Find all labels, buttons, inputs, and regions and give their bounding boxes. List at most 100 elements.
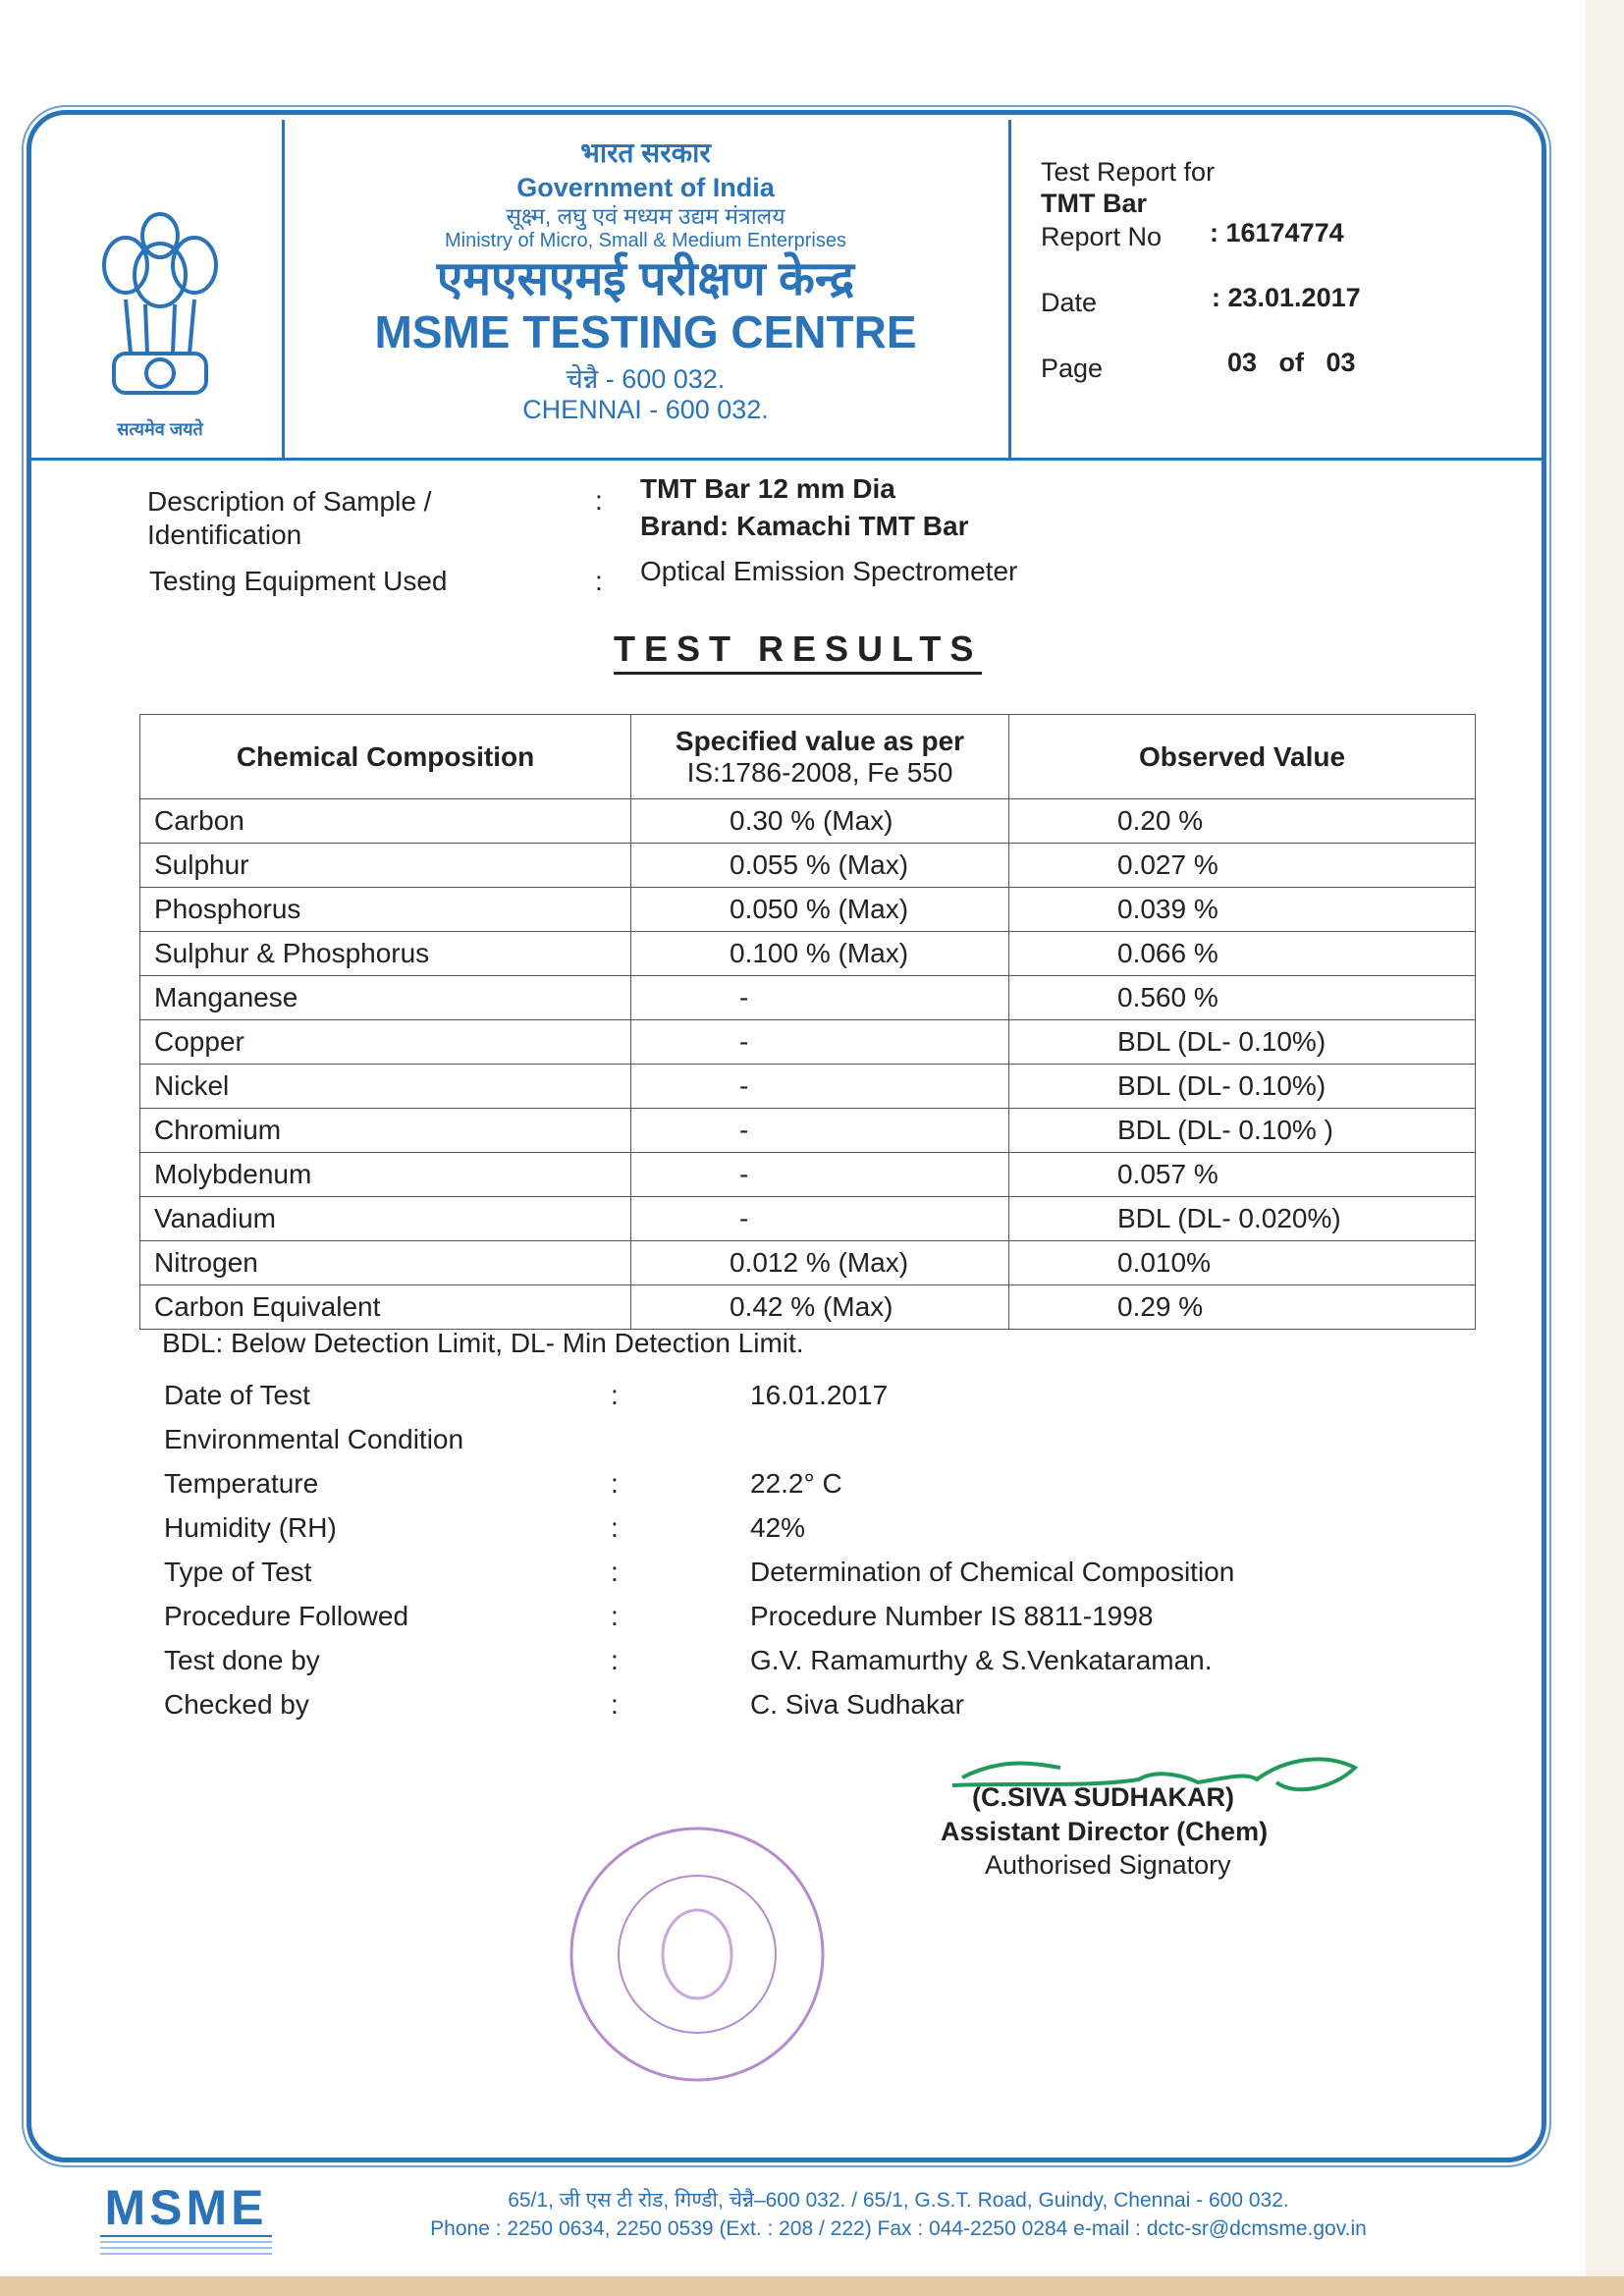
sample-value: TMT Bar 12 mm Dia <box>640 473 895 504</box>
logo-tagline <box>100 2235 272 2259</box>
signatory-title: Assistant Director (Chem) <box>941 1817 1269 1846</box>
table-row: Carbon Equivalent 0.42 % (Max) 0.29 % <box>139 1285 1476 1330</box>
observed-cell: BDL (DL- 0.10% ) <box>1008 1108 1476 1153</box>
composition-cell: Nitrogen <box>139 1240 631 1285</box>
info-label: Date of Test <box>164 1380 310 1410</box>
equipment-value: Optical Emission Spectrometer <box>640 556 1018 586</box>
page-edge <box>1586 0 1624 2296</box>
sample-label: Description of Sample / Identification <box>147 486 432 550</box>
colon: : <box>611 1380 619 1410</box>
lion-capital-icon <box>102 212 218 395</box>
info-value: G.V. Ramamurthy & S.Venkataraman. <box>750 1645 1213 1675</box>
hindi-gov: भारत सरकार <box>580 137 711 168</box>
composition-cell: Sulphur <box>139 843 631 888</box>
official-stamp <box>569 1827 825 2082</box>
colon: : <box>611 1512 619 1543</box>
table-row: Molybdenum -0.057 % <box>139 1152 1476 1197</box>
equipment-label: Testing Equipment Used <box>149 566 448 596</box>
ministry: Ministry of Micro, Small & Medium Enterp… <box>445 229 846 251</box>
table-row: Manganese -0.560 % <box>139 975 1476 1020</box>
info-value: 16.01.2017 <box>750 1380 889 1410</box>
hindi-city: चेन्नै - 600 032. <box>566 363 726 394</box>
city: CHENNAI - 600 032. <box>522 394 769 424</box>
sample-brand: Brand: Kamachi TMT Bar <box>640 511 969 541</box>
specified-cell: - <box>630 1152 1009 1197</box>
specified-cell: - <box>630 1019 1009 1065</box>
header-specified-line2: IS:1786-2008, Fe 550 <box>686 756 953 788</box>
info-label: Humidity (RH) <box>164 1512 337 1543</box>
footer-contact: Phone : 2250 0634, 2250 0539 (Ext. : 208… <box>430 2217 1367 2240</box>
info-value: 22.2° C <box>750 1468 842 1499</box>
hindi-ministry: सूक्ष्म, लघु एवं मध्यम उद्यम मंत्रालय <box>506 203 785 230</box>
colon: : <box>611 1645 619 1675</box>
table-row: Sulphur 0.055 % (Max) 0.027 % <box>139 843 1476 888</box>
report-for-label: Test Report for <box>1041 157 1216 187</box>
observed-cell: 0.066 % <box>1008 931 1476 976</box>
colon: : <box>611 1689 619 1720</box>
signatory-name: (C.SIVA SUDHAKAR) <box>972 1782 1234 1812</box>
report-no-value: : 16174774 <box>1210 218 1344 247</box>
signatory-role: Authorised Signatory <box>985 1850 1231 1880</box>
info-label: Environmental Condition <box>164 1424 464 1454</box>
info-value: C. Siva Sudhakar <box>750 1689 964 1720</box>
report-divider <box>1008 120 1011 458</box>
header-specified: Specified value as per IS:1786-2008, Fe 5… <box>630 714 1009 799</box>
header-specified-line1: Specified value as per <box>675 725 965 756</box>
info-label: Temperature <box>164 1468 319 1499</box>
footer-address: 65/1, जी एस टी रोड, गिण्डी, चेन्नै–600 0… <box>508 2189 1289 2212</box>
colon: : <box>611 1557 619 1587</box>
info-label: Test done by <box>164 1645 320 1675</box>
info-label: Type of Test <box>164 1557 312 1587</box>
observed-cell: 0.057 % <box>1008 1152 1476 1197</box>
table-row: Copper - BDL (DL- 0.10%) <box>139 1019 1476 1065</box>
specified-cell: 0.100 % (Max) <box>630 931 1009 976</box>
bdl-note: BDL: Below Detection Limit, DL- Min Dete… <box>162 1328 804 1358</box>
composition-cell: Nickel <box>139 1064 631 1109</box>
msme-logo: MSME <box>100 2182 272 2259</box>
header-composition: Chemical Composition <box>139 714 631 799</box>
specified-cell: 0.012 % (Max) <box>630 1240 1009 1285</box>
table-row: Vanadium - BDL (DL- 0.020%) <box>139 1196 1476 1241</box>
specified-cell: 0.050 % (Max) <box>630 887 1009 932</box>
table-row: Nitrogen 0.012 % (Max) 0.010% <box>139 1240 1476 1285</box>
report-no-label: Report No <box>1041 222 1163 251</box>
org-header: भारत सरकार Government of India सूक्ष्म, … <box>285 137 1006 425</box>
observed-cell: 0.29 % <box>1008 1285 1476 1330</box>
specified-cell: 0.055 % (Max) <box>630 843 1009 888</box>
composition-cell: Carbon <box>139 798 631 844</box>
page-value: 03 of 03 <box>1227 348 1356 377</box>
specified-cell: - <box>630 1108 1009 1153</box>
composition-cell: Phosphorus <box>139 887 631 932</box>
observed-cell: BDL (DL- 0.020%) <box>1008 1196 1476 1241</box>
document-border <box>27 110 1546 2162</box>
scan-edge <box>0 2276 1624 2296</box>
signature <box>951 1757 1359 1792</box>
specified-cell: - <box>630 975 1009 1020</box>
specified-cell: 0.42 % (Max) <box>630 1285 1009 1330</box>
date-value: : 23.01.2017 <box>1212 283 1361 312</box>
colon: : <box>595 485 603 516</box>
header-divider <box>31 458 1542 461</box>
date-label: Date <box>1041 288 1098 317</box>
observed-cell: 0.20 % <box>1008 798 1476 844</box>
composition-cell: Vanadium <box>139 1196 631 1241</box>
info-value: 42% <box>750 1512 806 1543</box>
logo-divider <box>282 120 285 458</box>
info-label: Procedure Followed <box>164 1601 409 1631</box>
observed-cell: 0.010% <box>1008 1240 1476 1285</box>
observed-cell: 0.039 % <box>1008 887 1476 932</box>
gov-title: Government of India <box>516 173 775 203</box>
composition-cell: Sulphur & Phosphorus <box>139 931 631 976</box>
table-row: Carbon 0.30 % (Max) 0.20 % <box>139 798 1476 844</box>
specified-cell: - <box>630 1064 1009 1109</box>
observed-cell: BDL (DL- 0.10%) <box>1008 1019 1476 1065</box>
table-row: Sulphur & Phosphorus 0.100 % (Max) 0.066 % <box>139 931 1476 976</box>
page-label: Page <box>1041 354 1104 383</box>
results-table: Chemical Composition Specified value as … <box>139 714 1476 1330</box>
colon: : <box>611 1468 619 1499</box>
colon: : <box>611 1601 619 1631</box>
report-product: TMT Bar <box>1041 189 1147 218</box>
national-emblem: सत्यमेव जयते <box>86 206 234 439</box>
table-row: Chromium - BDL (DL- 0.10% ) <box>139 1108 1476 1153</box>
msme-logo-text: MSME <box>104 2180 268 2235</box>
